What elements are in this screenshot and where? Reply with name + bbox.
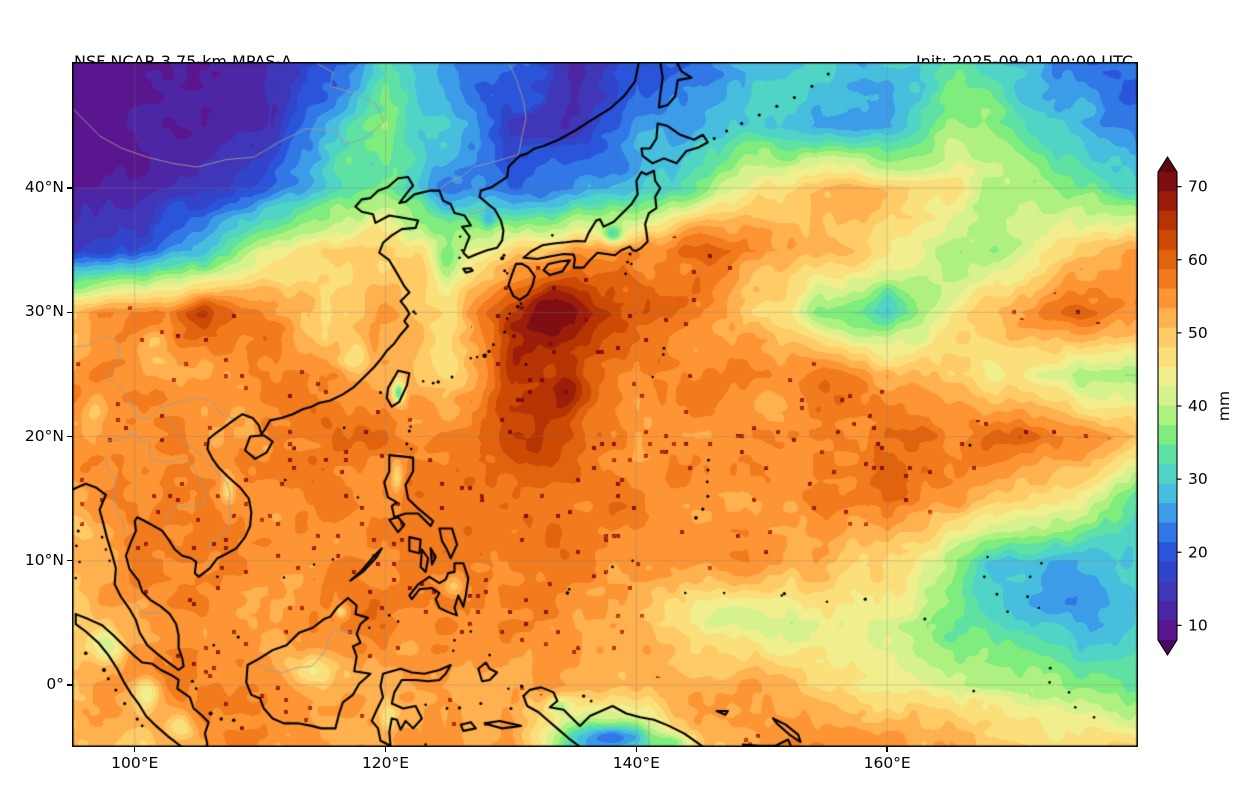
colorbar-band xyxy=(1158,249,1177,270)
y-axis-tick-label: 20°N xyxy=(24,426,64,445)
colorbar-band xyxy=(1158,503,1177,524)
colorbar-band xyxy=(1158,366,1177,387)
colorbar-band xyxy=(1158,581,1177,602)
colorbar-band xyxy=(1158,386,1177,407)
tpw-map-canvas xyxy=(72,62,1138,747)
colorbar-tick-label: 70 xyxy=(1188,178,1208,196)
x-axis-tick-label: 140°E xyxy=(612,754,660,772)
colorbar-band xyxy=(1158,600,1177,621)
colorbar-band xyxy=(1158,230,1177,251)
colorbar-band xyxy=(1158,171,1177,192)
colorbar-tick-label: 30 xyxy=(1188,470,1208,488)
colorbar-band xyxy=(1158,561,1177,582)
colorbar-band xyxy=(1158,288,1177,309)
colorbar-outline xyxy=(1157,155,1178,657)
colorbar: 70 60 50 40 30 20 10 mm xyxy=(1157,155,1233,657)
colorbar-tick-label: 10 xyxy=(1188,616,1208,634)
x-axis-tick xyxy=(133,747,136,752)
colorbar-band xyxy=(1158,464,1177,485)
y-axis-tick xyxy=(67,559,72,562)
y-axis-tick-label: 10°N xyxy=(24,550,64,569)
y-axis-tick xyxy=(67,187,72,189)
y-axis-tick-label: 30°N xyxy=(24,302,64,321)
colorbar-band xyxy=(1158,191,1177,212)
y-axis-tick xyxy=(67,435,72,438)
x-axis-tick xyxy=(635,747,638,752)
colorbar-unit-label: mm xyxy=(1215,391,1233,421)
x-axis-tick xyxy=(886,747,888,752)
colorbar-band xyxy=(1158,327,1177,348)
colorbar-band xyxy=(1158,444,1177,465)
x-axis-tick-label: 160°E xyxy=(863,754,911,772)
colorbar-tick-label: 50 xyxy=(1188,324,1208,342)
colorbar-band xyxy=(1158,620,1177,641)
colorbar-band xyxy=(1158,405,1177,426)
colorbar-over-arrow xyxy=(1158,157,1177,172)
y-axis-tick xyxy=(67,684,72,686)
y-axis-tick xyxy=(67,311,72,314)
colorbar-band xyxy=(1158,542,1177,563)
colorbar-band xyxy=(1158,425,1177,446)
colorbar-tick-label: 40 xyxy=(1188,397,1208,415)
colorbar-band xyxy=(1158,347,1177,368)
colorbar-tick-label: 60 xyxy=(1188,251,1208,269)
colorbar-tick-label: 20 xyxy=(1188,543,1208,561)
y-axis-tick-label: 40°N xyxy=(24,178,64,197)
colorbar-band xyxy=(1158,483,1177,504)
y-axis-tick-label: 0° xyxy=(46,674,64,693)
x-axis-tick xyxy=(384,747,387,752)
colorbar-band xyxy=(1158,308,1177,329)
colorbar-under-arrow xyxy=(1158,640,1177,655)
colorbar-band xyxy=(1158,269,1177,290)
x-axis-tick-label: 120°E xyxy=(361,754,410,772)
colorbar-band xyxy=(1158,522,1177,543)
x-axis-tick-label: 100°E xyxy=(111,754,159,772)
colorbar-band xyxy=(1158,210,1177,231)
